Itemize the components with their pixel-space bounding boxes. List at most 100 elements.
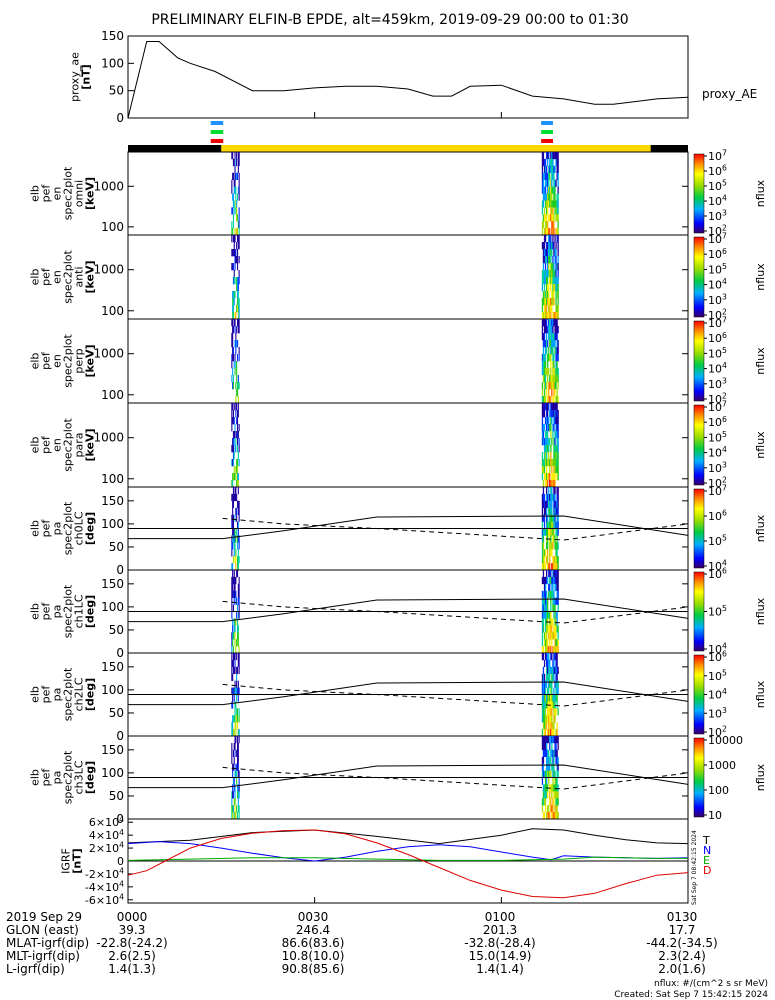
spectrogram-cell bbox=[555, 563, 557, 571]
spectrogram-cell bbox=[234, 291, 236, 299]
spectrogram-cell bbox=[552, 403, 554, 411]
spectrogram-cell bbox=[238, 812, 240, 820]
spectrogram-cell bbox=[541, 382, 544, 390]
spectrogram-cell bbox=[547, 500, 549, 508]
spectrogram-cell bbox=[236, 673, 238, 681]
spectrogram-cell bbox=[237, 480, 239, 488]
spectrogram-cell bbox=[541, 742, 544, 751]
spectrogram-cell bbox=[549, 680, 551, 688]
spectrogram-cell bbox=[231, 249, 233, 257]
spectrogram-cell bbox=[554, 639, 556, 647]
spectrogram-cell bbox=[548, 249, 550, 257]
spectrogram-cell bbox=[236, 417, 238, 425]
glon-cell: 201.3 bbox=[483, 923, 517, 937]
spectrogram-cell bbox=[237, 798, 239, 806]
spectrogram-cell bbox=[231, 701, 233, 709]
spectrogram-cell bbox=[233, 597, 235, 605]
time-row-label: MLAT-igrf(dip) bbox=[6, 936, 89, 950]
colorbar-tick-label: 10000 bbox=[708, 734, 743, 747]
spectrogram-panel: 1001000102103104105106107nfluxelbpefensp… bbox=[29, 316, 768, 406]
spectrogram-cell bbox=[541, 186, 544, 194]
spectrogram-cell bbox=[231, 812, 233, 820]
spectrogram-cell bbox=[556, 749, 558, 757]
spectrogram-cell bbox=[546, 452, 548, 460]
spectrogram-cell bbox=[541, 403, 544, 411]
spectrogram-cell bbox=[546, 611, 548, 619]
spectrogram-cell bbox=[541, 312, 544, 320]
spectrogram-cell bbox=[548, 368, 550, 376]
spectrogram-cell bbox=[554, 521, 556, 529]
spectrogram-cell bbox=[552, 284, 554, 292]
spectrogram-cell bbox=[548, 312, 550, 320]
spectrogram-cell bbox=[235, 445, 237, 453]
spectrogram-cell bbox=[235, 563, 237, 571]
spectrogram-cell bbox=[238, 193, 240, 201]
spectrogram-cell bbox=[547, 666, 549, 674]
spectrogram-cell bbox=[543, 165, 546, 173]
spectrogram-cell bbox=[546, 200, 548, 208]
spectrogram-cell bbox=[237, 770, 239, 778]
spectrogram-cell bbox=[237, 431, 239, 439]
spectrogram-cell bbox=[542, 438, 545, 446]
spectrogram-cell bbox=[236, 770, 238, 778]
spectrogram-cell bbox=[555, 798, 557, 806]
spectrogram-cell bbox=[235, 556, 237, 564]
spectrogram-cell bbox=[550, 756, 552, 764]
spectrogram-cell bbox=[233, 277, 235, 285]
spectrogram-cell bbox=[237, 563, 239, 571]
spectrogram-cell bbox=[232, 235, 234, 243]
spectrogram-cell bbox=[549, 270, 551, 278]
spectrogram-cell bbox=[546, 221, 548, 229]
page-title: PRELIMINARY ELFIN-B EPDE, alt=459km, 201… bbox=[151, 12, 628, 28]
spectrogram-cell bbox=[549, 459, 551, 467]
spectrogram-cell bbox=[551, 165, 553, 173]
spectrogram-cell bbox=[232, 417, 234, 425]
spectrogram-cell bbox=[542, 242, 545, 250]
spectrogram-cell bbox=[233, 452, 235, 460]
spectrogram-cell bbox=[555, 687, 557, 695]
spectrogram-cell bbox=[231, 798, 233, 806]
time-axis-table: 2019 Sep 29 GLON (east) MLAT-igrf(dip) M… bbox=[6, 910, 718, 976]
colorbar-tick-label: 105 bbox=[708, 179, 727, 193]
spectrogram-cell bbox=[237, 791, 239, 799]
spectrogram-cell bbox=[556, 514, 558, 522]
spectrogram-cell bbox=[231, 333, 233, 341]
spectrogram-cell bbox=[556, 165, 558, 173]
spectrogram-cell bbox=[541, 298, 544, 306]
spectrogram-cell bbox=[231, 493, 233, 502]
spectrogram-cell bbox=[554, 563, 556, 571]
spectrogram-cell bbox=[542, 493, 545, 502]
spectrogram-cell bbox=[547, 158, 549, 167]
spectrogram-cell bbox=[543, 361, 546, 369]
spectrogram-cell bbox=[231, 235, 233, 243]
spectrogram-cell bbox=[551, 528, 553, 536]
spectrogram-cell bbox=[554, 493, 556, 502]
spectrogram-cell bbox=[232, 673, 234, 681]
spectrogram-cell bbox=[543, 207, 546, 215]
spectrogram-cell bbox=[548, 708, 550, 716]
spectrogram-cell bbox=[544, 438, 547, 446]
spectrogram-cell bbox=[549, 632, 551, 640]
spectrogram-cell bbox=[549, 549, 551, 557]
y-axis-label: [keV] bbox=[84, 260, 97, 293]
spectrogram-cell bbox=[236, 214, 238, 222]
spectrogram-cell bbox=[541, 438, 544, 446]
spectrogram-cell bbox=[553, 354, 555, 362]
spectrogram-cell bbox=[554, 459, 556, 467]
spectrogram-cell bbox=[234, 312, 236, 320]
spectrogram-cell bbox=[236, 473, 238, 481]
spectrogram-cell bbox=[549, 791, 551, 799]
spectrogram-cell bbox=[237, 535, 239, 543]
spectrogram-cell bbox=[552, 597, 554, 605]
spectrogram-cell bbox=[553, 611, 555, 619]
spectrogram-cell bbox=[231, 179, 233, 187]
spectrogram-cell bbox=[541, 694, 544, 702]
spectrogram-cell bbox=[557, 249, 559, 257]
spectrogram-cell bbox=[555, 500, 557, 508]
spectrogram-cell bbox=[544, 354, 547, 362]
spectrogram-cell bbox=[552, 312, 554, 320]
spectrogram-cell bbox=[557, 570, 559, 578]
spectrogram-cell bbox=[541, 277, 544, 285]
spectrogram-cell bbox=[554, 500, 556, 508]
spectrogram-cell bbox=[238, 514, 240, 522]
